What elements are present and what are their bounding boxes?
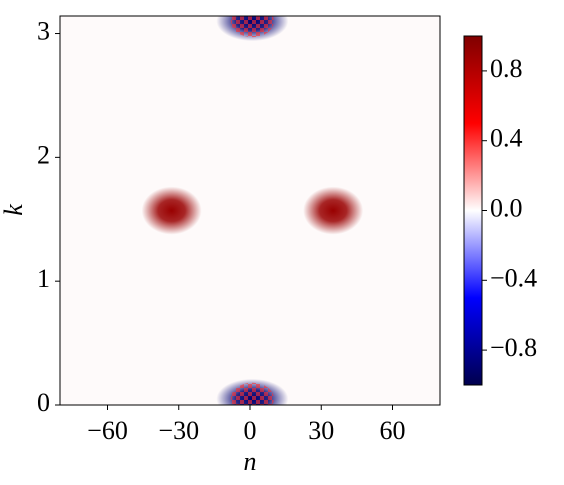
colorbar-tick-label: −0.4: [490, 263, 537, 292]
y-tick-label: 0: [37, 388, 50, 417]
heat-peak: [303, 186, 364, 235]
x-tick-label: 60: [380, 416, 406, 445]
x-axis-label: n: [244, 447, 257, 476]
y-tick-label: 2: [37, 140, 50, 169]
plot-area: [60, 16, 440, 405]
peak-texture: [230, 16, 274, 38]
heatmap: [141, 16, 364, 405]
x-tick-label: 0: [244, 416, 257, 445]
x-tick-label: −60: [87, 416, 128, 445]
y-tick-label: 3: [37, 17, 50, 46]
colorbar: [463, 35, 483, 386]
peak-texture: [230, 382, 274, 405]
heat-peak: [141, 186, 202, 235]
colorbar-tick-label: 0.8: [490, 54, 523, 83]
y-axis-label: k: [0, 204, 28, 216]
x-tick-label: 30: [308, 416, 334, 445]
colorbar-tick-label: −0.8: [490, 333, 537, 362]
colorbar-tick-label: 0.0: [490, 193, 523, 222]
y-tick-label: 1: [37, 264, 50, 293]
x-tick-label: −30: [158, 416, 199, 445]
colorbar-tick-label: 0.4: [490, 124, 523, 153]
